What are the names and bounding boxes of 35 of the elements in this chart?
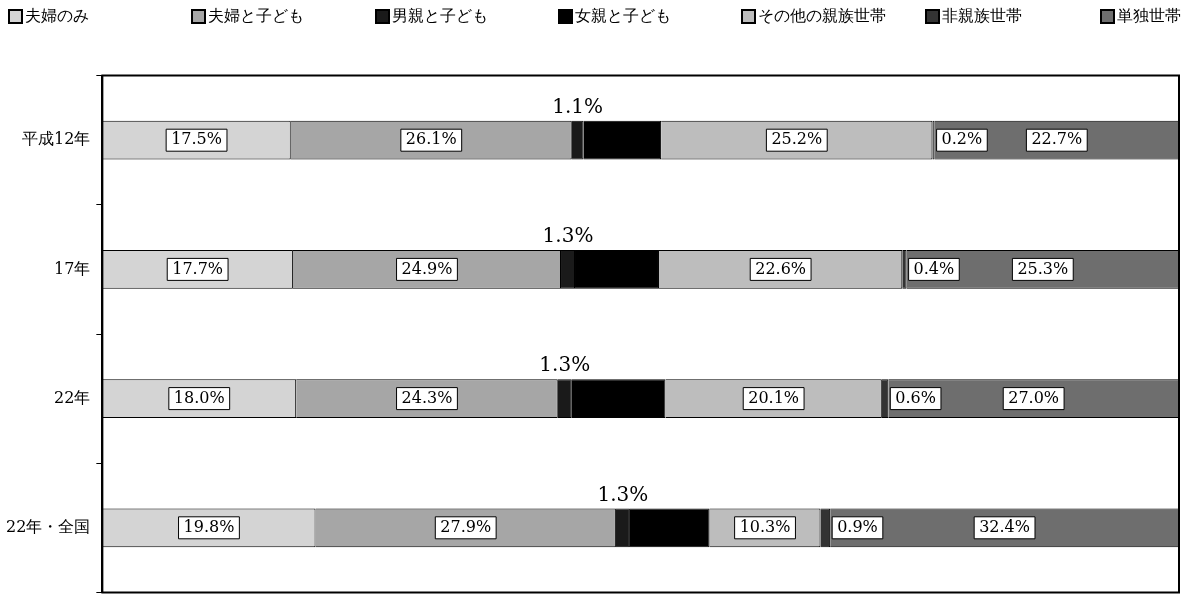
legend-label: 夫婦と子ども	[208, 6, 305, 27]
legend-label: 女親と子ども	[575, 6, 671, 27]
data-label: 1.3%	[539, 352, 591, 377]
y-tick-label: 22年	[54, 387, 91, 407]
data-label: 0.6%	[895, 387, 936, 407]
data-label: 0.4%	[913, 258, 955, 278]
legend-label: その他の親族世帯	[758, 6, 887, 27]
data-label: 26.1%	[405, 129, 457, 149]
data-label: 24.3%	[401, 387, 453, 407]
data-label: 27.0%	[1008, 387, 1060, 407]
data-label: 19.8%	[183, 516, 235, 536]
data-label: 32.4%	[979, 516, 1030, 536]
data-label: 1.1%	[552, 94, 604, 119]
legend-label: 夫婦のみ	[25, 6, 89, 27]
y-tick-label: 17年	[54, 258, 91, 278]
data-label: 20.1%	[748, 387, 800, 407]
data-label: 0.2%	[941, 129, 983, 149]
data-label: 10.3%	[739, 516, 791, 536]
data-label: 1.3%	[597, 481, 649, 506]
data-label: 1.3%	[542, 223, 594, 248]
data-label: 27.9%	[440, 516, 492, 536]
legend-label: 非親族世帯	[941, 6, 1022, 27]
data-label: 22.6%	[755, 258, 807, 278]
data-label: 24.9%	[401, 258, 453, 278]
data-label: 17.7%	[172, 258, 224, 278]
data-label: 18.0%	[173, 387, 225, 407]
data-label: 0.9%	[837, 516, 878, 536]
data-label: 17.5%	[171, 129, 222, 149]
data-label: 25.3%	[1017, 258, 1069, 278]
y-tick-label: 平成12年	[22, 129, 91, 149]
data-label: 25.2%	[771, 129, 823, 149]
legend-label: 男親と子ども	[391, 6, 488, 27]
data-label: 22.7%	[1031, 129, 1083, 149]
y-tick-label: 22年・全国	[6, 516, 91, 536]
legend-label: 単独世帯	[1117, 6, 1181, 27]
